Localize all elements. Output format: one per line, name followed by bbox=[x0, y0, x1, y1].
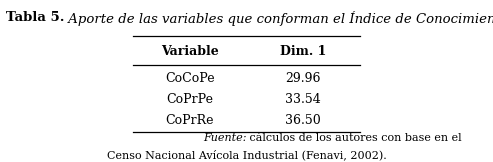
Text: Variable: Variable bbox=[161, 45, 219, 58]
Text: cálculos de los autores con base en el: cálculos de los autores con base en el bbox=[246, 133, 462, 143]
Text: Censo Nacional Avícola Industrial (Fenavi, 2002).: Censo Nacional Avícola Industrial (Fenav… bbox=[106, 150, 387, 160]
Text: 29.96: 29.96 bbox=[285, 72, 321, 85]
Text: Aporte de las variables que conforman el Índice de Conocimiento IC: Aporte de las variables que conforman el… bbox=[65, 11, 493, 26]
Text: Dim. 1: Dim. 1 bbox=[280, 45, 326, 58]
Text: CoPrPe: CoPrPe bbox=[166, 93, 213, 106]
Text: Fuente:: Fuente: bbox=[203, 133, 246, 143]
Text: Tabla 5.: Tabla 5. bbox=[6, 11, 65, 24]
Text: CoCoPe: CoCoPe bbox=[165, 72, 214, 85]
Text: CoPrRe: CoPrRe bbox=[166, 114, 214, 127]
Text: 36.50: 36.50 bbox=[285, 114, 321, 127]
Text: 33.54: 33.54 bbox=[285, 93, 321, 106]
